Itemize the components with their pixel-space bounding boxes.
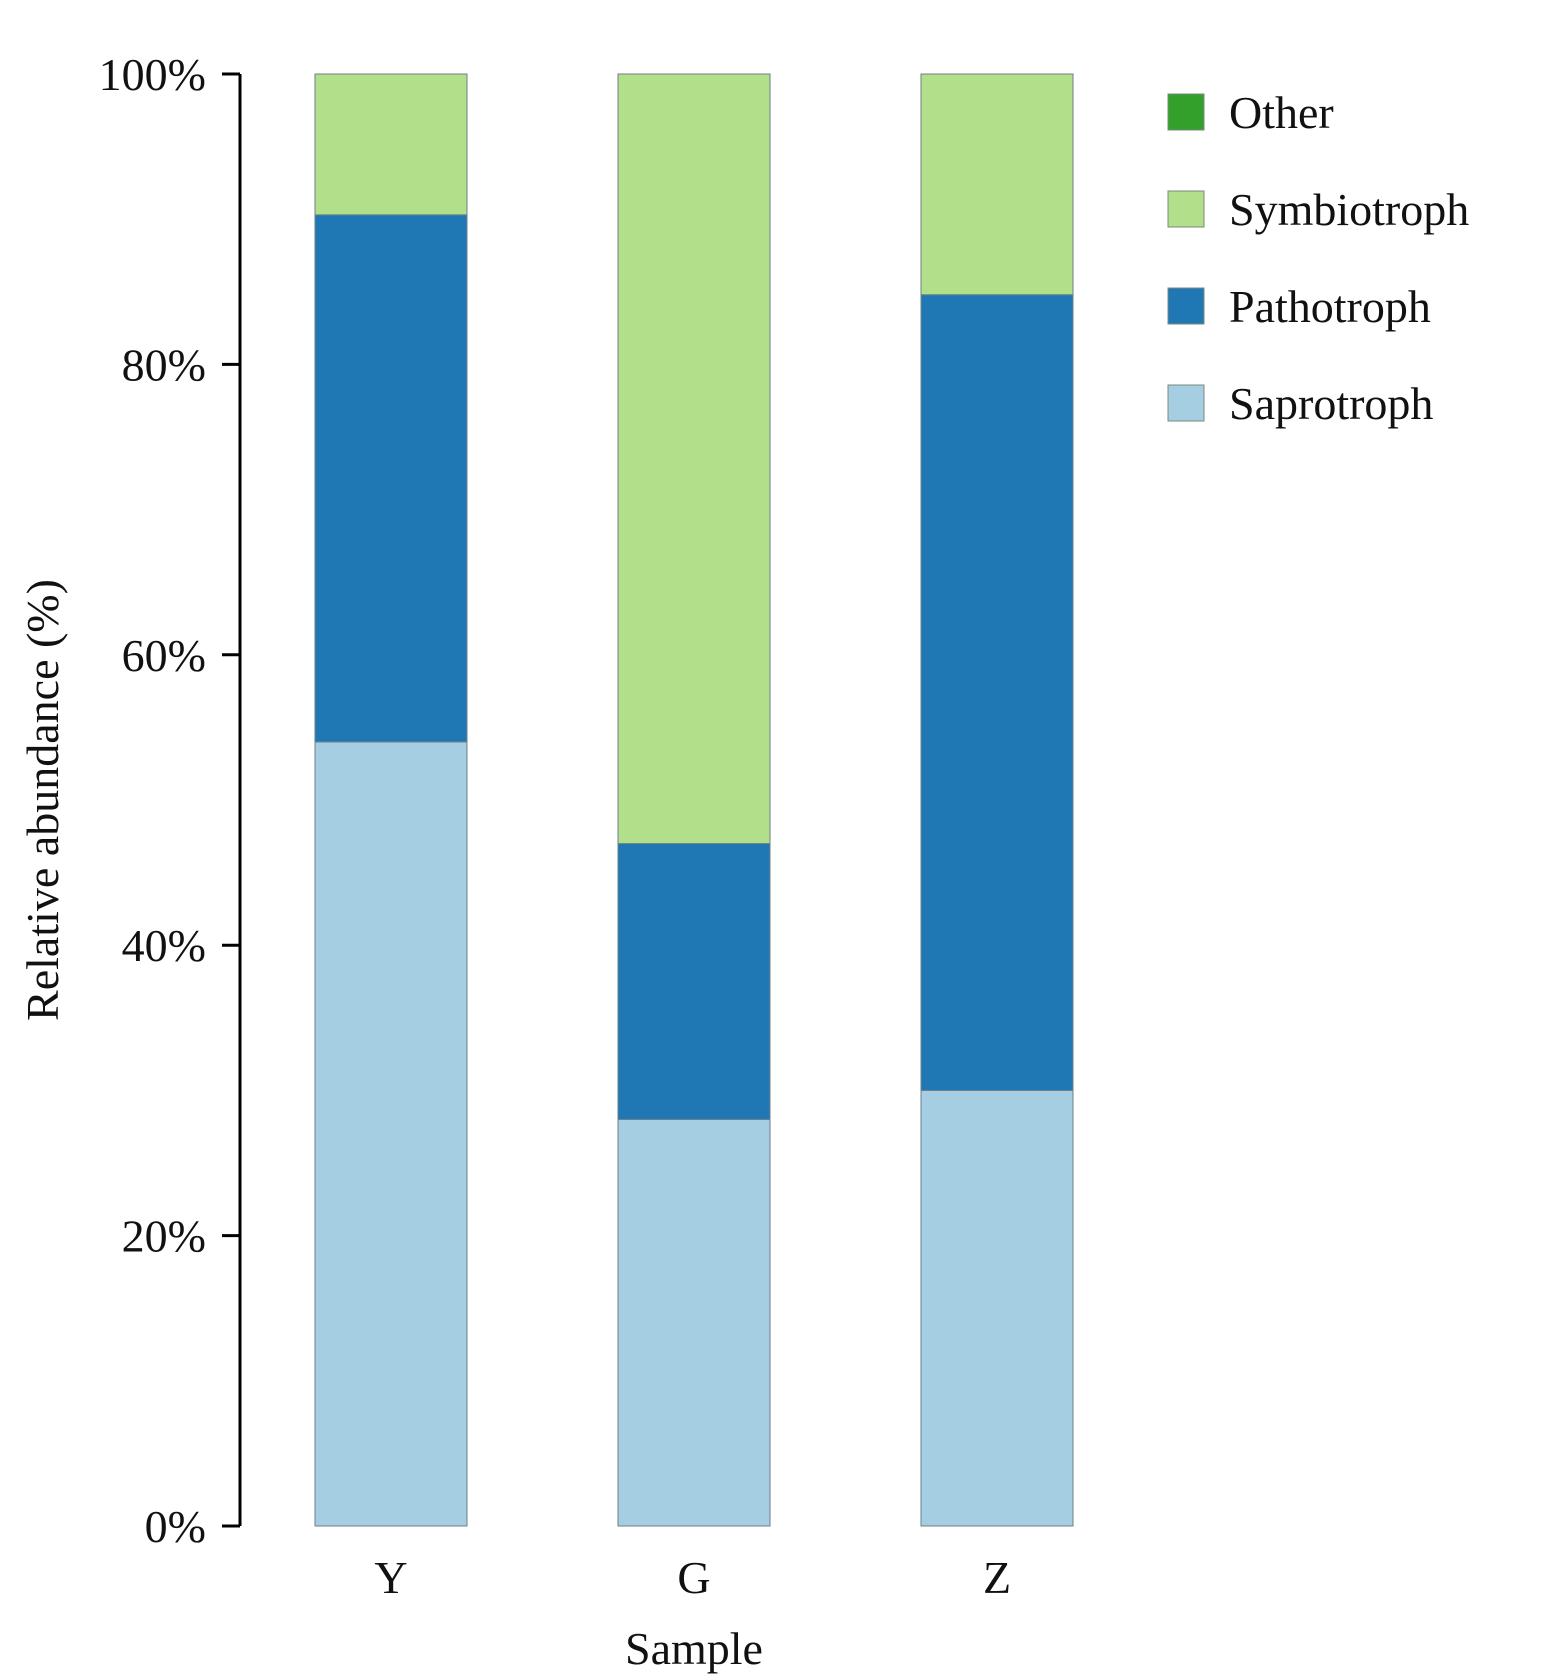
x-tick-label: G [677, 1552, 710, 1603]
y-tick-label: 100% [99, 49, 206, 100]
bar-y-saprotroph [314, 741, 468, 1527]
y-tick-label: 60% [122, 630, 206, 681]
legend-label-symbiotroph: Symbiotroph [1229, 184, 1469, 235]
legend-label-other: Other [1229, 87, 1334, 138]
x-tick-label: Z [983, 1552, 1011, 1603]
y-axis-title: Relative abundance (%) [17, 579, 68, 1021]
bar-g-symbiotroph [617, 73, 771, 845]
legend-swatch-other [1167, 93, 1205, 131]
legend-label-pathotroph: Pathotroph [1229, 281, 1431, 332]
bars-group [314, 73, 1074, 1527]
y-tick-label: 40% [122, 920, 206, 971]
y-axis: 0% 20% 40% 60% 80% 100% [99, 49, 242, 1552]
x-tick-label: Y [374, 1552, 407, 1603]
bar-y-symbiotroph [314, 73, 468, 216]
bar-z-saprotroph [920, 1089, 1074, 1527]
bar-g-pathotroph [617, 843, 771, 1120]
legend: Other Symbiotroph Pathotroph Saprotroph [1167, 87, 1469, 429]
bar-g-saprotroph [617, 1118, 771, 1527]
legend-swatch-symbiotroph [1167, 190, 1205, 228]
legend-swatch-pathotroph [1167, 287, 1205, 325]
bar-z-pathotroph [920, 294, 1074, 1091]
legend-swatch-saprotroph [1167, 384, 1205, 422]
bar-z-symbiotroph [920, 73, 1074, 296]
x-axis-title: Sample [625, 1623, 763, 1674]
y-tick-label: 20% [122, 1211, 206, 1262]
y-tick-label: 80% [122, 339, 206, 390]
y-tick-label: 0% [145, 1501, 206, 1552]
legend-label-saprotroph: Saprotroph [1229, 378, 1433, 429]
bar-y-pathotroph [314, 214, 468, 743]
